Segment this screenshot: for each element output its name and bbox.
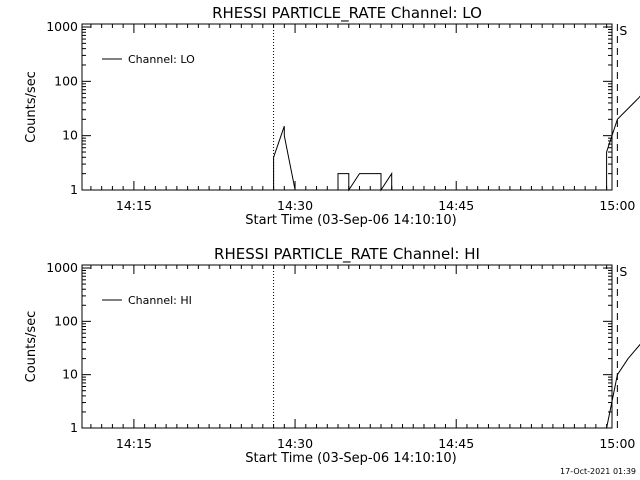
legend-entry: Channel: LO [128, 53, 195, 66]
x-tick-label: 14:15 [116, 198, 152, 213]
x-tick-label: 14:15 [116, 436, 152, 451]
timestamp-footer: 17-Oct-2021 01:39 [560, 467, 636, 476]
y-tick-label: 10 [62, 128, 78, 143]
x-tick-label: 14:45 [438, 198, 474, 213]
x-tick-label: 15:00 [599, 436, 635, 451]
chart-title: RHESSI PARTICLE_RATE Channel: HI [214, 245, 480, 264]
plot-frame [81, 23, 613, 191]
x-tick-label: 14:30 [277, 198, 313, 213]
y-tick-label: 1000 [46, 260, 78, 275]
marker-label-s: S [619, 23, 627, 38]
y-tick-label: 1 [70, 182, 78, 197]
chart-panel-2: RHESSI PARTICLE_RATE Channel: HI 1 10 100 10… [24, 245, 640, 466]
y-tick-label: 100 [54, 73, 78, 88]
x-axis-label: Start Time (03-Sep-06 14:10:10) [245, 451, 456, 466]
y-axis-label: Counts/sec [24, 311, 39, 383]
series-line [606, 343, 640, 429]
legend-entry: Channel: HI [128, 294, 192, 307]
chart-panel-1: RHESSI PARTICLE_RATE Channel: LO 1 10 100 10… [24, 4, 640, 228]
y-tick-label: 1000 [46, 19, 78, 34]
marker-label-s: S [619, 264, 627, 279]
chart-title: RHESSI PARTICLE_RATE Channel: LO [212, 4, 482, 23]
y-tick-label: 1 [70, 420, 78, 435]
x-axis-label: Start Time (03-Sep-06 14:10:10) [245, 213, 456, 228]
x-tick-label: 15:00 [599, 198, 635, 213]
series-line [273, 95, 640, 192]
y-axis-label: Counts/sec [24, 71, 39, 143]
x-tick-label: 14:45 [438, 436, 474, 451]
y-tick-label: 10 [62, 367, 78, 382]
y-tick-label: 100 [54, 313, 78, 328]
x-tick-label: 14:30 [277, 436, 313, 451]
plot-frame [81, 264, 613, 429]
